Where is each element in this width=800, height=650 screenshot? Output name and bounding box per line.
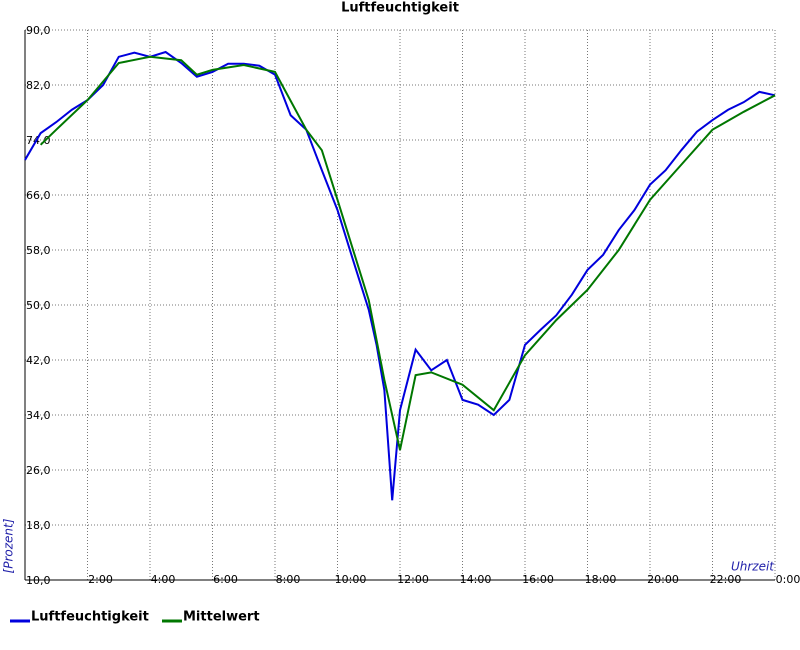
y-tick-label: 74,0 bbox=[26, 134, 51, 147]
y-tick-label: 34,0 bbox=[26, 409, 51, 422]
y-tick-label: 42,0 bbox=[26, 354, 51, 367]
y-tick-label: 50,0 bbox=[26, 299, 51, 312]
y-tick-label: 90,0 bbox=[26, 24, 51, 37]
y-axis-title: [Prozent] bbox=[2, 518, 16, 573]
y-tick-label: 82,0 bbox=[26, 79, 51, 92]
y-tick-label: 26,0 bbox=[26, 464, 51, 477]
series-line bbox=[24, 50, 776, 501]
series-line bbox=[39, 55, 776, 451]
y-tick-label: 66,0 bbox=[26, 189, 51, 202]
x-axis-title: Uhrzeit bbox=[731, 560, 775, 574]
x-tick-label: 0:00 bbox=[776, 573, 800, 586]
y-tick-label: 18,0 bbox=[26, 519, 51, 532]
chart-title: Luftfeuchtigkeit bbox=[341, 1, 459, 16]
legend-label: Luftfeuchtigkeit bbox=[31, 610, 149, 625]
y-tick-label: 58,0 bbox=[26, 244, 51, 257]
legend-label: Mittelwert bbox=[183, 610, 260, 625]
